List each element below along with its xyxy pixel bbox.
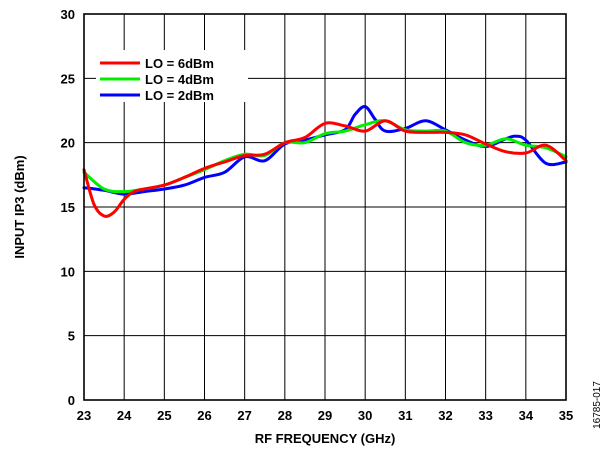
legend-label: LO = 4dBm [145,72,214,87]
y-tick-label: 0 [68,393,75,408]
y-axis-label: INPUT IP3 (dBm) [12,155,27,258]
series-lines [82,105,568,218]
legend-label: LO = 6dBm [145,56,214,71]
y-tick-label: 10 [61,264,75,279]
x-tick-label: 28 [278,408,292,423]
x-tick-label: 34 [519,408,534,423]
x-tick-label: 26 [197,408,211,423]
y-tick-label: 20 [61,136,75,151]
x-tick-label: 24 [117,408,132,423]
x-tick-label: 32 [438,408,452,423]
y-tick-label: 25 [61,71,75,86]
y-tick-label: 15 [61,200,75,215]
figure-id: 16785-017 [592,381,603,429]
x-tick-labels: 23 24 25 26 27 28 29 30 31 32 33 34 35 [77,408,573,423]
x-tick-label: 25 [157,408,171,423]
y-tick-label: 30 [61,7,75,22]
legend-label: LO = 2dBm [145,88,214,103]
series-line [82,105,568,196]
x-axis-label: RF FREQUENCY (GHz) [255,431,396,446]
y-tick-labels: 0 5 10 15 20 25 30 [61,7,75,408]
legend-box [96,50,248,102]
x-tick-label: 30 [358,408,372,423]
y-tick-label: 5 [68,329,75,344]
plot-border [83,13,567,401]
x-tick-label: 31 [398,408,412,423]
x-tick-label: 33 [478,408,492,423]
x-tick-label: 35 [559,408,573,423]
x-tick-label: 27 [237,408,251,423]
series-line [82,119,568,218]
x-tick-label: 23 [77,408,91,423]
x-tick-label: 29 [318,408,332,423]
